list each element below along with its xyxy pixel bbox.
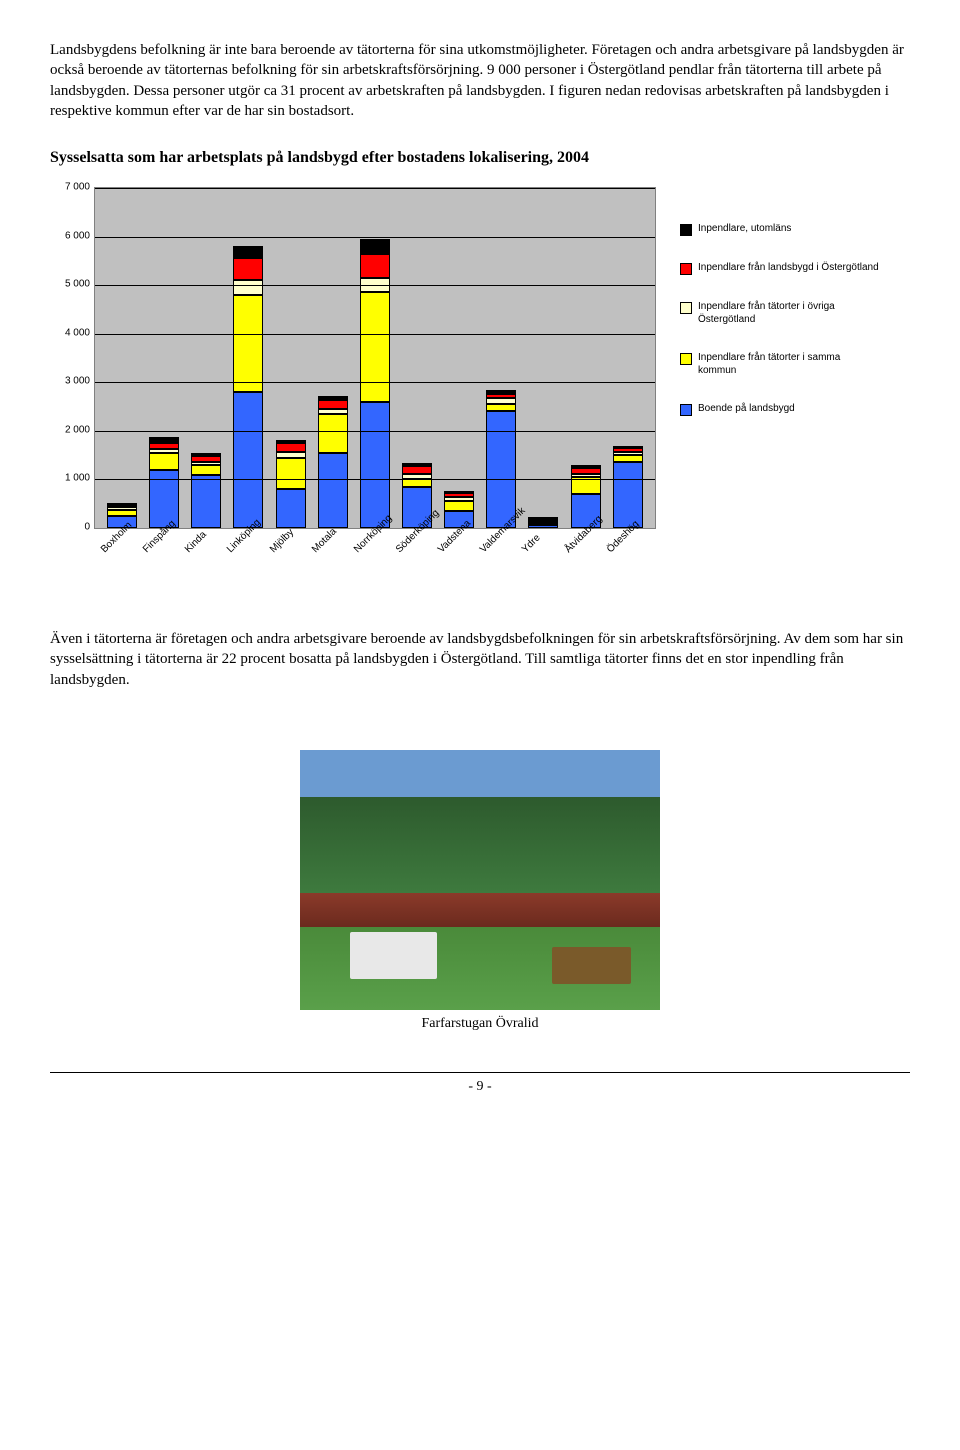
chart-bar-segment	[233, 246, 263, 258]
legend-item: Inpendlare från tätorter i samma kommun	[680, 352, 880, 377]
legend-swatch	[680, 302, 692, 314]
photo-placeholder	[300, 750, 660, 1010]
chart-y-tick-label: 2 000	[65, 424, 90, 435]
legend-item: Boende på landsbygd	[680, 403, 880, 416]
chart-bar-segment	[613, 462, 643, 528]
chart-gridline	[95, 431, 655, 432]
chart-bar-segment	[276, 443, 306, 452]
chart-bar-segment	[486, 411, 516, 528]
chart-y-tick-label: 0	[84, 522, 90, 533]
chart-bar-column	[486, 390, 516, 528]
intro-paragraph: Landsbygdens befolkning är inte bara ber…	[50, 40, 910, 121]
chart-plot	[94, 187, 656, 529]
chart-container: 0 1 000 2 000 3 000 4 000 5 000 6 000 7 000 Box…	[50, 179, 910, 589]
chart-bar-segment	[318, 453, 348, 528]
chart-bar-segment	[233, 258, 263, 280]
chart-bar-segment	[191, 465, 221, 475]
chart-bars	[95, 188, 655, 528]
photo-caption: Farfarstugan Övralid	[50, 1016, 910, 1032]
chart-gridline	[95, 237, 655, 238]
legend-item: Inpendlare, utomläns	[680, 223, 880, 236]
chart-y-tick-label: 5 000	[65, 279, 90, 290]
chart-x-axis: BoxholmFinspångKindaLinköpingMjölbyMotal…	[94, 529, 654, 589]
chart-bar-segment	[402, 466, 432, 473]
chart-bar-segment	[486, 404, 516, 411]
chart-bar-segment	[233, 392, 263, 528]
legend-swatch	[680, 224, 692, 236]
chart-bar-column	[613, 446, 643, 528]
legend-label: Boende på landsbygd	[698, 403, 795, 416]
chart-bar-segment	[318, 414, 348, 453]
chart-bar-segment	[360, 239, 390, 254]
chart-bar-segment	[360, 254, 390, 278]
chart-bar-column	[360, 239, 390, 528]
chart-y-tick-label: 1 000	[65, 473, 90, 484]
chart-bar-segment	[444, 501, 474, 511]
chart-bar-segment	[613, 455, 643, 462]
chart-bar-segment	[276, 458, 306, 490]
chart-bar-column	[233, 246, 263, 528]
chart-bar-segment	[233, 295, 263, 392]
legend-item: Inpendlare från landsbygd i Östergötland	[680, 262, 880, 275]
page-footer: - 9 -	[50, 1072, 910, 1095]
legend-item: Inpendlare från tätorter i övriga Österg…	[680, 301, 880, 326]
chart-bar-segment	[233, 280, 263, 295]
chart-bar-segment	[402, 479, 432, 486]
legend-label: Inpendlare från tätorter i övriga Österg…	[698, 301, 880, 326]
chart-y-tick-label: 4 000	[65, 327, 90, 338]
photo-block: Farfarstugan Övralid	[50, 750, 910, 1032]
chart-bar-column	[276, 440, 306, 528]
chart-title: Sysselsatta som har arbetsplats på lands…	[50, 149, 910, 167]
chart-bar-segment	[149, 453, 179, 470]
chart-bar-column	[191, 453, 221, 528]
chart-bar-segment	[318, 400, 348, 409]
chart-y-tick-label: 3 000	[65, 376, 90, 387]
chart-gridline	[95, 382, 655, 383]
chart-bar-column	[318, 396, 348, 528]
legend-label: Inpendlare från tätorter i samma kommun	[698, 352, 880, 377]
legend-swatch	[680, 263, 692, 275]
legend-label: Inpendlare, utomläns	[698, 223, 791, 236]
chart-bar-column	[149, 437, 179, 528]
body-paragraph: Även i tätorterna är företagen och andra…	[50, 629, 910, 690]
page-number: - 9 -	[468, 1079, 491, 1094]
legend-swatch	[680, 353, 692, 365]
chart-bar-segment	[276, 489, 306, 528]
chart-bar-segment	[360, 292, 390, 401]
chart-bar-segment	[191, 475, 221, 528]
chart-gridline	[95, 479, 655, 480]
chart-plot-area: 0 1 000 2 000 3 000 4 000 5 000 6 000 7 000 Box…	[50, 179, 670, 589]
chart-gridline	[95, 285, 655, 286]
chart-gridline	[95, 334, 655, 335]
chart-bar-segment	[360, 402, 390, 528]
legend-swatch	[680, 404, 692, 416]
legend-label: Inpendlare från landsbygd i Östergötland	[698, 262, 879, 275]
chart-legend: Inpendlare, utomläns Inpendlare från land…	[680, 179, 880, 589]
chart-y-tick-label: 6 000	[65, 230, 90, 241]
chart-bar-column	[528, 517, 558, 528]
chart-y-tick-label: 7 000	[65, 182, 90, 193]
chart-gridline	[95, 188, 655, 189]
